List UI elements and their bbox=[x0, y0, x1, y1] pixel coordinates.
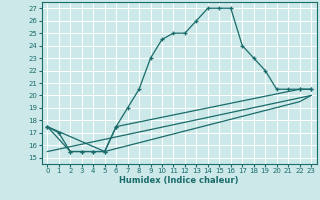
X-axis label: Humidex (Indice chaleur): Humidex (Indice chaleur) bbox=[119, 176, 239, 185]
